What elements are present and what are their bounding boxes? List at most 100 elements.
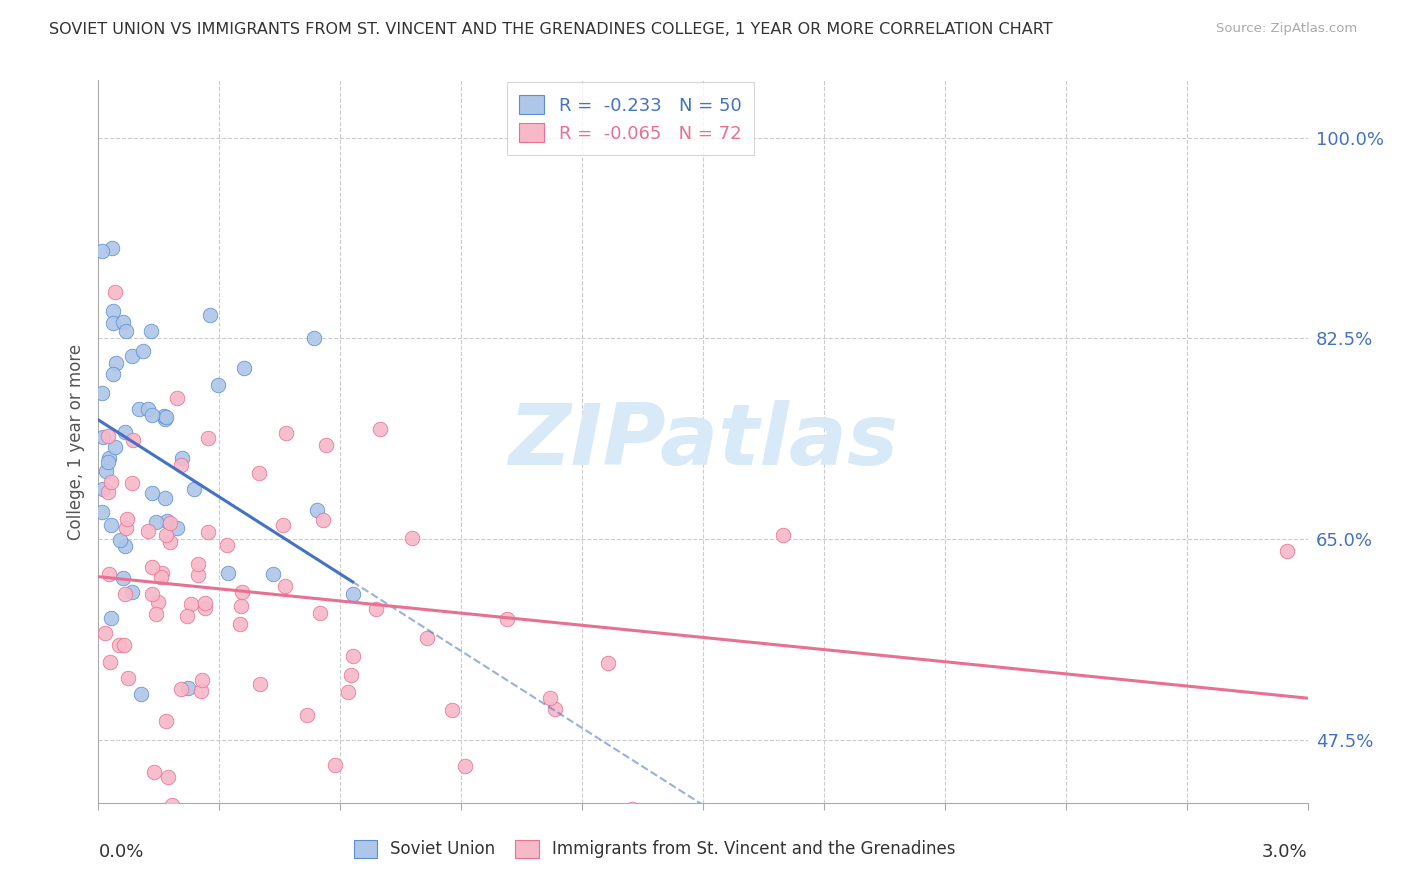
Point bbox=[114, 324, 136, 338]
Point bbox=[101, 241, 124, 255]
Point bbox=[145, 515, 167, 529]
Point bbox=[297, 707, 319, 722]
Point bbox=[156, 514, 179, 528]
Point bbox=[131, 344, 153, 359]
Point bbox=[104, 356, 127, 370]
Point bbox=[177, 681, 200, 695]
Point bbox=[152, 409, 174, 423]
Point bbox=[91, 385, 114, 400]
Point bbox=[342, 587, 364, 601]
Point bbox=[157, 770, 180, 784]
Point bbox=[117, 671, 139, 685]
Point bbox=[401, 531, 423, 545]
Point bbox=[91, 244, 114, 258]
Point bbox=[101, 316, 124, 330]
Point bbox=[183, 482, 205, 496]
Point bbox=[150, 570, 173, 584]
Point bbox=[170, 458, 193, 472]
Point bbox=[332, 857, 354, 871]
Point bbox=[98, 566, 121, 581]
Point bbox=[194, 601, 217, 615]
Point bbox=[772, 527, 794, 541]
Point bbox=[155, 410, 177, 425]
Point bbox=[538, 690, 561, 705]
Point bbox=[100, 517, 122, 532]
Point bbox=[198, 309, 221, 323]
Point bbox=[100, 475, 122, 489]
Point bbox=[159, 516, 181, 530]
Point bbox=[122, 433, 145, 447]
Point bbox=[150, 566, 173, 580]
Point bbox=[217, 566, 239, 580]
Point bbox=[153, 412, 176, 426]
Point bbox=[145, 607, 167, 622]
Point bbox=[104, 285, 127, 299]
Point bbox=[153, 491, 176, 505]
Point bbox=[108, 533, 131, 547]
Point bbox=[262, 566, 284, 581]
Point bbox=[112, 571, 135, 585]
Point bbox=[364, 602, 387, 616]
Point bbox=[336, 684, 359, 698]
Point bbox=[114, 425, 136, 439]
Point bbox=[97, 485, 120, 500]
Point bbox=[115, 512, 138, 526]
Text: Source: ZipAtlas.com: Source: ZipAtlas.com bbox=[1216, 22, 1357, 36]
Point bbox=[166, 392, 188, 406]
Point bbox=[440, 703, 463, 717]
Point bbox=[190, 683, 212, 698]
Point bbox=[302, 330, 325, 344]
Text: 3.0%: 3.0% bbox=[1263, 843, 1308, 861]
Point bbox=[160, 797, 183, 812]
Point bbox=[141, 408, 163, 422]
Point bbox=[197, 524, 219, 539]
Point bbox=[180, 597, 202, 611]
Point bbox=[91, 430, 114, 444]
Point bbox=[141, 587, 163, 601]
Point bbox=[155, 528, 177, 542]
Point bbox=[1277, 544, 1299, 558]
Point bbox=[187, 558, 209, 572]
Point bbox=[101, 303, 124, 318]
Point bbox=[129, 687, 152, 701]
Point bbox=[94, 464, 117, 478]
Point bbox=[233, 360, 256, 375]
Point bbox=[91, 482, 114, 496]
Point bbox=[191, 673, 214, 687]
Point bbox=[142, 765, 165, 780]
Point bbox=[100, 655, 122, 669]
Point bbox=[112, 315, 135, 329]
Point bbox=[97, 428, 120, 442]
Point bbox=[112, 639, 135, 653]
Legend: Soviet Union, Immigrants from St. Vincent and the Grenadines: Soviet Union, Immigrants from St. Vincen… bbox=[346, 831, 965, 867]
Point bbox=[94, 626, 117, 640]
Point bbox=[159, 535, 181, 549]
Point bbox=[309, 606, 332, 620]
Point bbox=[114, 539, 136, 553]
Point bbox=[249, 466, 271, 480]
Point bbox=[166, 521, 188, 535]
Y-axis label: College, 1 year or more: College, 1 year or more bbox=[66, 343, 84, 540]
Point bbox=[170, 450, 193, 465]
Point bbox=[621, 802, 644, 816]
Point bbox=[231, 599, 253, 614]
Point bbox=[108, 638, 131, 652]
Point bbox=[141, 486, 163, 500]
Point bbox=[596, 656, 619, 670]
Point bbox=[543, 702, 565, 716]
Point bbox=[215, 538, 238, 552]
Point bbox=[315, 438, 337, 452]
Point bbox=[305, 502, 328, 516]
Text: 0.0%: 0.0% bbox=[98, 843, 143, 861]
Point bbox=[100, 610, 122, 624]
Point bbox=[139, 325, 162, 339]
Point bbox=[416, 632, 439, 646]
Point bbox=[274, 426, 297, 441]
Point bbox=[114, 587, 136, 601]
Point bbox=[121, 349, 143, 363]
Point bbox=[228, 616, 250, 631]
Point bbox=[274, 579, 297, 593]
Point bbox=[136, 402, 159, 417]
Point bbox=[103, 368, 125, 382]
Point bbox=[121, 585, 143, 599]
